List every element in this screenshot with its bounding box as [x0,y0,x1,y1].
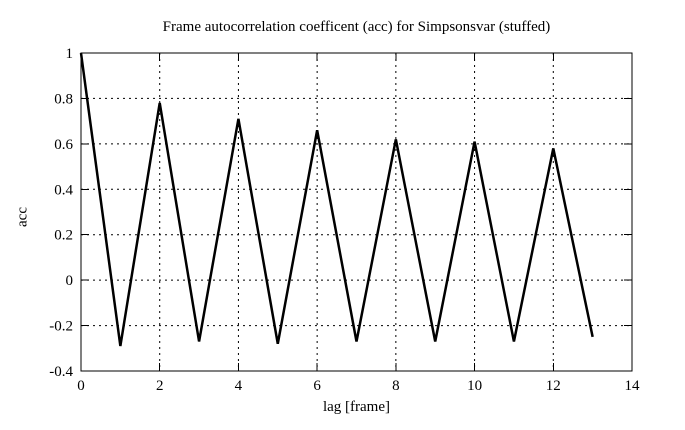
x-tick-label: 12 [546,378,561,394]
x-tick-label: 14 [625,378,641,394]
x-axis-label: lag [frame] [322,399,391,415]
x-tick-label: 2 [156,378,164,394]
x-tick-label: 10 [467,378,482,394]
data-line [79,52,594,347]
y-tick-label: -0.4 [49,364,73,380]
y-tick-label: 0.2 [54,228,73,244]
y-tick-label: 0.8 [54,91,73,107]
x-tick-label: 8 [392,378,400,394]
y-tick-label: 0.4 [54,182,73,198]
y-tick-label: 1 [66,46,74,62]
y-axis-label: acc [14,207,31,227]
chart-title: Frame autocorrelation coefficent (acc) f… [162,19,551,35]
plot-border [80,52,633,372]
y-tick-label: -0.2 [49,319,73,335]
x-tick-label: 6 [313,378,321,394]
x-tick-label: 4 [235,378,243,394]
y-tick-label: 0.6 [54,137,73,153]
x-tick-label: 0 [77,378,85,394]
y-tick-label: 0 [66,273,74,289]
